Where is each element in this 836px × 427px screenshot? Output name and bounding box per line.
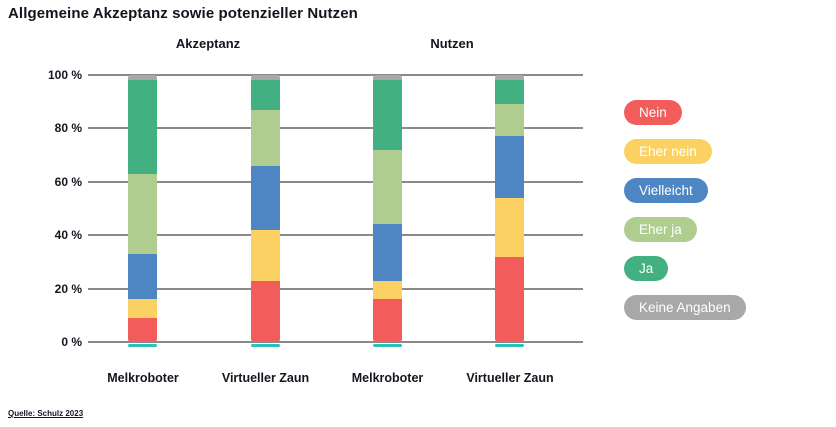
bar-segment <box>372 75 402 81</box>
bar-segment <box>250 165 280 230</box>
bar-segment <box>495 104 524 137</box>
bar-segment <box>372 280 402 300</box>
gridline-0 <box>88 341 583 343</box>
legend-pill-nein[interactable]: Nein <box>624 100 682 125</box>
group-label-nutzen: Nutzen <box>430 36 474 51</box>
bar-baseline-highlight <box>250 343 280 347</box>
legend-pill-eher-ja[interactable]: Eher ja <box>624 217 697 242</box>
bar-segment <box>128 80 157 174</box>
legend-pill-vielleicht[interactable]: Vielleicht <box>624 178 708 203</box>
y-axis-tick-label: 0 % <box>61 335 82 349</box>
gridline-80 <box>88 127 583 130</box>
bar-segment <box>495 197 524 257</box>
x-axis-category-label: Virtueller Zaun <box>466 371 554 385</box>
group-label-akzeptanz: Akzeptanz <box>175 36 241 51</box>
legend-pill-eher-nein[interactable]: Eher nein <box>624 139 712 164</box>
chart-title: Allgemeine Akzeptanz sowie potenzieller … <box>8 5 358 22</box>
legend-pill-keine-angaben[interactable]: Keine Angaben <box>624 295 746 320</box>
gridline-100 <box>88 74 583 76</box>
bar-segment <box>128 317 157 342</box>
x-axis-category-label: Melkroboter <box>107 371 179 385</box>
y-axis-tick-label: 80 % <box>54 121 82 136</box>
bar-segment <box>495 256 524 342</box>
gridline-60 <box>88 180 583 183</box>
x-axis-category-label: Melkroboter <box>351 371 424 385</box>
bar-segment <box>250 80 280 110</box>
stacked-bar-3 <box>372 75 402 342</box>
y-axis-tick-label: 100 % <box>47 68 82 82</box>
legend-pill-ja[interactable]: Ja <box>624 256 669 281</box>
bar-baseline-highlight <box>128 343 157 347</box>
gridline-20 <box>88 287 583 290</box>
stacked-bar-1 <box>128 75 157 342</box>
gridline-40 <box>88 234 583 237</box>
bar-segment <box>128 299 157 318</box>
bar-segment <box>372 149 402 225</box>
bar-segment <box>495 136 524 198</box>
y-axis-tick-label: 20 % <box>54 281 82 296</box>
bar-segment <box>128 75 157 81</box>
x-axis-category-label: Virtueller Zaun <box>221 371 310 385</box>
bar-baseline-highlight <box>495 343 524 347</box>
bar-segment <box>372 80 402 150</box>
stacked-bar-2 <box>250 75 280 342</box>
bar-segment <box>372 224 402 281</box>
bar-segment <box>250 280 280 342</box>
bar-segment <box>495 80 524 105</box>
bar-segment <box>250 75 280 81</box>
source-link[interactable]: Quelle: Schulz 2023 <box>8 409 84 418</box>
legend: Nein Eher nein Vielleicht Eher ja Ja Keine An… <box>624 100 746 334</box>
bar-segment <box>372 299 402 342</box>
bar-segment <box>250 229 280 281</box>
bar-baseline-highlight <box>372 343 402 347</box>
bar-segment <box>128 173 157 254</box>
bar-segment <box>250 109 280 166</box>
y-axis-tick-label: 60 % <box>54 174 82 189</box>
y-axis-tick-label: 40 % <box>54 228 82 243</box>
stacked-bar-4 <box>495 75 524 342</box>
bar-segment <box>495 75 524 81</box>
bar-segment <box>128 253 157 300</box>
